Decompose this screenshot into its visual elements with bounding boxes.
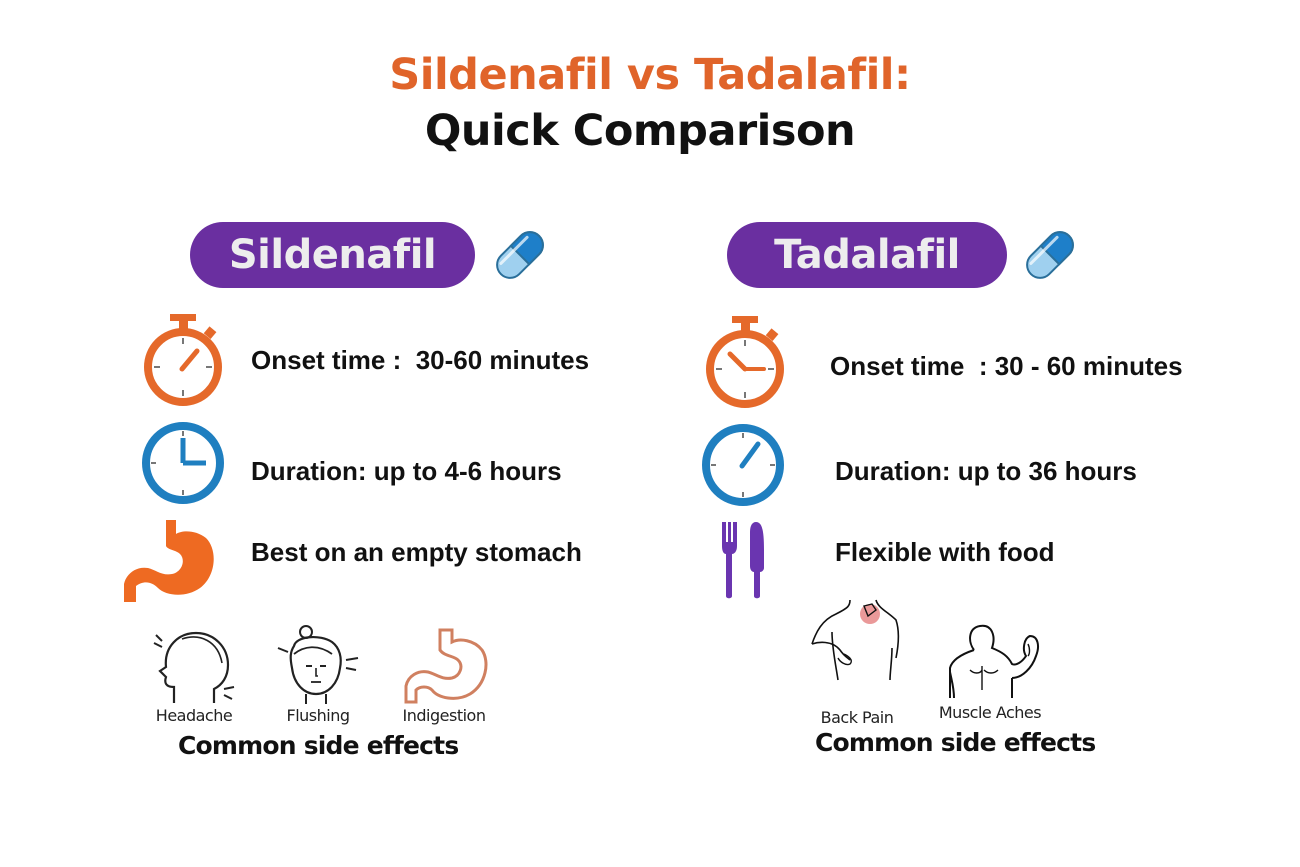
stomach-icon bbox=[120, 518, 220, 604]
sildenafil-duration-text: Duration: up to 4-6 hours bbox=[251, 456, 562, 486]
tadalafil-duration-text: Duration: up to 36 hours bbox=[835, 456, 1137, 486]
title-line-1: Sildenafil vs Tadalafil: bbox=[389, 50, 911, 100]
side-effect-label-muscle-aches: Muscle Aches bbox=[938, 703, 1042, 722]
sildenafil-food-text: Best on an empty stomach bbox=[251, 537, 582, 567]
tadalafil-onset-text: Onset time : 30 - 60 minutes bbox=[830, 351, 1183, 381]
back-pain-icon bbox=[808, 598, 904, 684]
side-effect-label-indigestion: Indigestion bbox=[402, 706, 486, 725]
capsule-icon bbox=[487, 222, 553, 288]
side-effect-label-headache: Headache bbox=[155, 706, 233, 725]
sildenafil-side-effects-title: Common side effects bbox=[178, 731, 459, 760]
headache-icon bbox=[152, 627, 236, 705]
capsule-icon bbox=[1017, 222, 1083, 288]
sildenafil-onset-text: Onset time : 30-60 minutes bbox=[251, 345, 590, 375]
sildenafil-name-pill: Sildenafil bbox=[190, 222, 475, 288]
tadalafil-food-text: Flexible with food bbox=[835, 537, 1055, 567]
cutlery-icon bbox=[718, 520, 768, 600]
muscle-aches-icon bbox=[942, 622, 1042, 698]
tadalafil-side-effects-title: Common side effects bbox=[815, 728, 1096, 757]
clock-icon bbox=[700, 422, 786, 508]
flushing-icon bbox=[276, 624, 360, 704]
title-line-2: Quick Comparison bbox=[424, 106, 856, 156]
stopwatch-icon bbox=[140, 314, 228, 408]
side-effect-label-back-pain: Back Pain bbox=[820, 708, 894, 727]
tadalafil-name-pill: Tadalafil bbox=[727, 222, 1007, 288]
clock-icon bbox=[140, 420, 226, 506]
side-effect-label-flushing: Flushing bbox=[286, 706, 350, 725]
indigestion-icon bbox=[402, 628, 488, 704]
stopwatch-icon bbox=[702, 316, 790, 410]
